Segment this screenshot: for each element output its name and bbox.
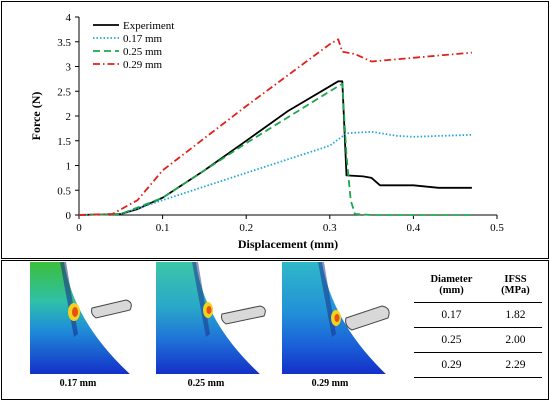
results-panel-border — [1, 260, 549, 400]
simulation-caption-2: 0.25 mm — [187, 378, 225, 389]
legend-label-2: 0.17 mm — [123, 33, 163, 45]
force-displacement-chart: 0 0.1 0.2 0.3 0.4 0.5 0 0.5 1 1.5 2 2.5 3 3.5 4 Experi… — [29, 12, 504, 251]
ifss-header-line2: (MPa) — [501, 285, 530, 296]
y-tick-label: 4 — [66, 12, 72, 24]
legend-label-4: 0.29 mm — [123, 59, 163, 71]
simulation-image-2 — [156, 262, 268, 374]
x-tick-label: 0.4 — [407, 222, 421, 234]
table-cell: 1.82 — [488, 302, 542, 328]
y-tick-label: 3 — [66, 62, 72, 74]
table-cell: 2.29 — [488, 352, 542, 378]
x-tick-label: 0.2 — [239, 222, 253, 234]
table-row: 0.17 1.82 — [414, 302, 542, 328]
table-cell: 2.00 — [488, 327, 542, 353]
diameter-header: Diameter (mm) — [414, 268, 489, 303]
table-row: 0.29 2.29 — [414, 352, 542, 378]
legend-label-3: 0.25 mm — [123, 46, 163, 58]
ifss-table: Diameter (mm) IFSS (MPa) 0.17 1.82 0.25 2.… — [414, 268, 542, 378]
diameter-header-line1: Diameter — [430, 274, 473, 285]
diameter-header-line2: (mm) — [439, 285, 464, 296]
chart-panel-border — [1, 1, 549, 259]
ifss-header-line1: IFSS — [504, 274, 527, 285]
series-line-1 — [78, 80, 472, 216]
series-line-3 — [78, 82, 472, 216]
x-tick-label: 0 — [76, 222, 82, 234]
series-line-4 — [78, 38, 472, 216]
table-cell: 0.29 — [414, 352, 489, 378]
table-row: 0.25 2.00 — [414, 327, 542, 353]
y-tick-label: 1.5 — [57, 136, 71, 148]
series-line-2 — [78, 130, 472, 216]
table-cell: 0.17 — [414, 302, 489, 328]
simulation-caption-1: 0.17 mm — [59, 378, 97, 389]
legend-label-1: Experiment — [123, 20, 174, 32]
y-axis-title: Force (N) — [29, 92, 43, 141]
y-tick-label: 0.5 — [57, 185, 71, 197]
y-tick-label: 2.5 — [57, 86, 71, 98]
x-axis-title: Displacement (mm) — [238, 237, 338, 251]
ifss-header: IFSS (MPa) — [488, 268, 542, 303]
table-cell: 0.25 — [414, 327, 489, 353]
y-tick-label: 3.5 — [57, 37, 71, 49]
simulation-image-3 — [282, 262, 392, 374]
simulation-caption-3: 0.29 mm — [311, 378, 349, 389]
table-header-row: Diameter (mm) IFSS (MPa) — [414, 268, 542, 303]
y-tick-label: 2 — [66, 111, 72, 123]
x-tick-label: 0.3 — [323, 222, 337, 234]
x-tick-label: 0.5 — [490, 222, 504, 234]
x-tick-label: 0.1 — [156, 222, 170, 234]
simulation-image-1 — [30, 262, 138, 374]
chart-axes: 0 0.1 0.2 0.3 0.4 0.5 0 0.5 1 1.5 2 2.5 3 3.5 4 — [57, 12, 504, 234]
y-tick-label: 1 — [66, 161, 72, 173]
y-tick-label: 0 — [66, 210, 72, 222]
chart-series — [78, 38, 472, 216]
